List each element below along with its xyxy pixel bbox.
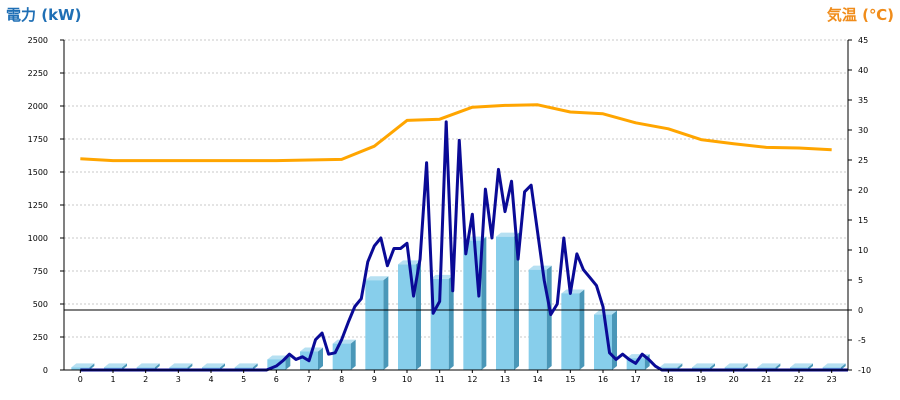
- x-tick-label: 17: [631, 375, 641, 384]
- left-tick-label: 0: [43, 366, 48, 375]
- power-bars: [71, 232, 846, 370]
- x-tick-label: 13: [500, 375, 510, 384]
- left-tick-label: 2250: [28, 69, 48, 78]
- x-tick-label: 7: [306, 375, 311, 384]
- x-tick-label: 9: [372, 375, 377, 384]
- right-tick-label: 45: [858, 36, 868, 45]
- left-tick-label: 2500: [28, 36, 48, 45]
- bar: [528, 265, 552, 370]
- right-tick-label: 10: [858, 246, 868, 255]
- x-tick-label: 12: [467, 375, 477, 384]
- left-tick-label: 1750: [28, 135, 48, 144]
- x-tick-label: 15: [565, 375, 575, 384]
- right-tick-label: 20: [858, 186, 868, 195]
- bar: [430, 274, 454, 370]
- right-tick-label: 40: [858, 66, 868, 75]
- left-tick-label: 1250: [28, 201, 48, 210]
- right-tick-label: 25: [858, 156, 868, 165]
- x-tick-label: 11: [435, 375, 445, 384]
- temperature-line: [80, 103, 832, 163]
- left-tick-label: 500: [33, 300, 48, 309]
- bar: [332, 339, 356, 370]
- right-tick-label: 35: [858, 96, 868, 105]
- right-axis-labels: -10 -5 0 5 10 15 20 25 30 35 40 45: [848, 36, 871, 375]
- bar: [365, 276, 389, 370]
- x-tick-label: 22: [794, 375, 804, 384]
- right-tick-label: 30: [858, 126, 868, 135]
- temperature-series: [80, 103, 832, 163]
- left-tick-label: 750: [33, 267, 48, 276]
- right-tick-label: 15: [858, 216, 868, 225]
- x-tick-label: 18: [663, 375, 673, 384]
- x-tick-label: 10: [402, 375, 412, 384]
- left-axis-title: 電力 (kW): [6, 6, 81, 24]
- left-axis-labels: 0 250 500 750 1000 1250 1500 1750 2000 2250 2500: [28, 36, 64, 375]
- x-tick-label: 14: [533, 375, 543, 384]
- x-tick-label: 21: [761, 375, 771, 384]
- power-line: [80, 120, 848, 372]
- power-series: [80, 120, 848, 372]
- right-axis-title: 気温 (℃): [827, 6, 894, 24]
- x-tick-label: 20: [729, 375, 739, 384]
- x-tick-label: 2: [143, 375, 148, 384]
- right-tick-label: 5: [858, 276, 863, 285]
- x-tick-label: 6: [274, 375, 279, 384]
- x-tick-label: 8: [339, 375, 344, 384]
- x-tick-label: 1: [110, 375, 115, 384]
- left-tick-label: 250: [33, 333, 48, 342]
- x-tick-label: 3: [176, 375, 181, 384]
- x-tick-label: 16: [598, 375, 608, 384]
- right-tick-label: -10: [858, 366, 871, 375]
- x-tick-label: 4: [208, 375, 213, 384]
- right-tick-label: 0: [858, 306, 863, 315]
- bar: [496, 232, 519, 370]
- right-tick-label: -5: [858, 336, 866, 345]
- left-tick-label: 1000: [28, 234, 48, 243]
- x-tick-label: 19: [696, 375, 706, 384]
- x-tick-label: 5: [241, 375, 246, 384]
- bar: [561, 289, 585, 370]
- x-tick-label: 0: [78, 375, 83, 384]
- left-tick-label: 2000: [28, 102, 48, 111]
- x-tick-label: 23: [827, 375, 837, 384]
- x-axis-labels: 0 1 2 3 4 5 6 7 8 9 10 11 12 13 14 15 16 17 18 19 20 21 22 23: [78, 370, 837, 384]
- left-tick-label: 1500: [28, 168, 48, 177]
